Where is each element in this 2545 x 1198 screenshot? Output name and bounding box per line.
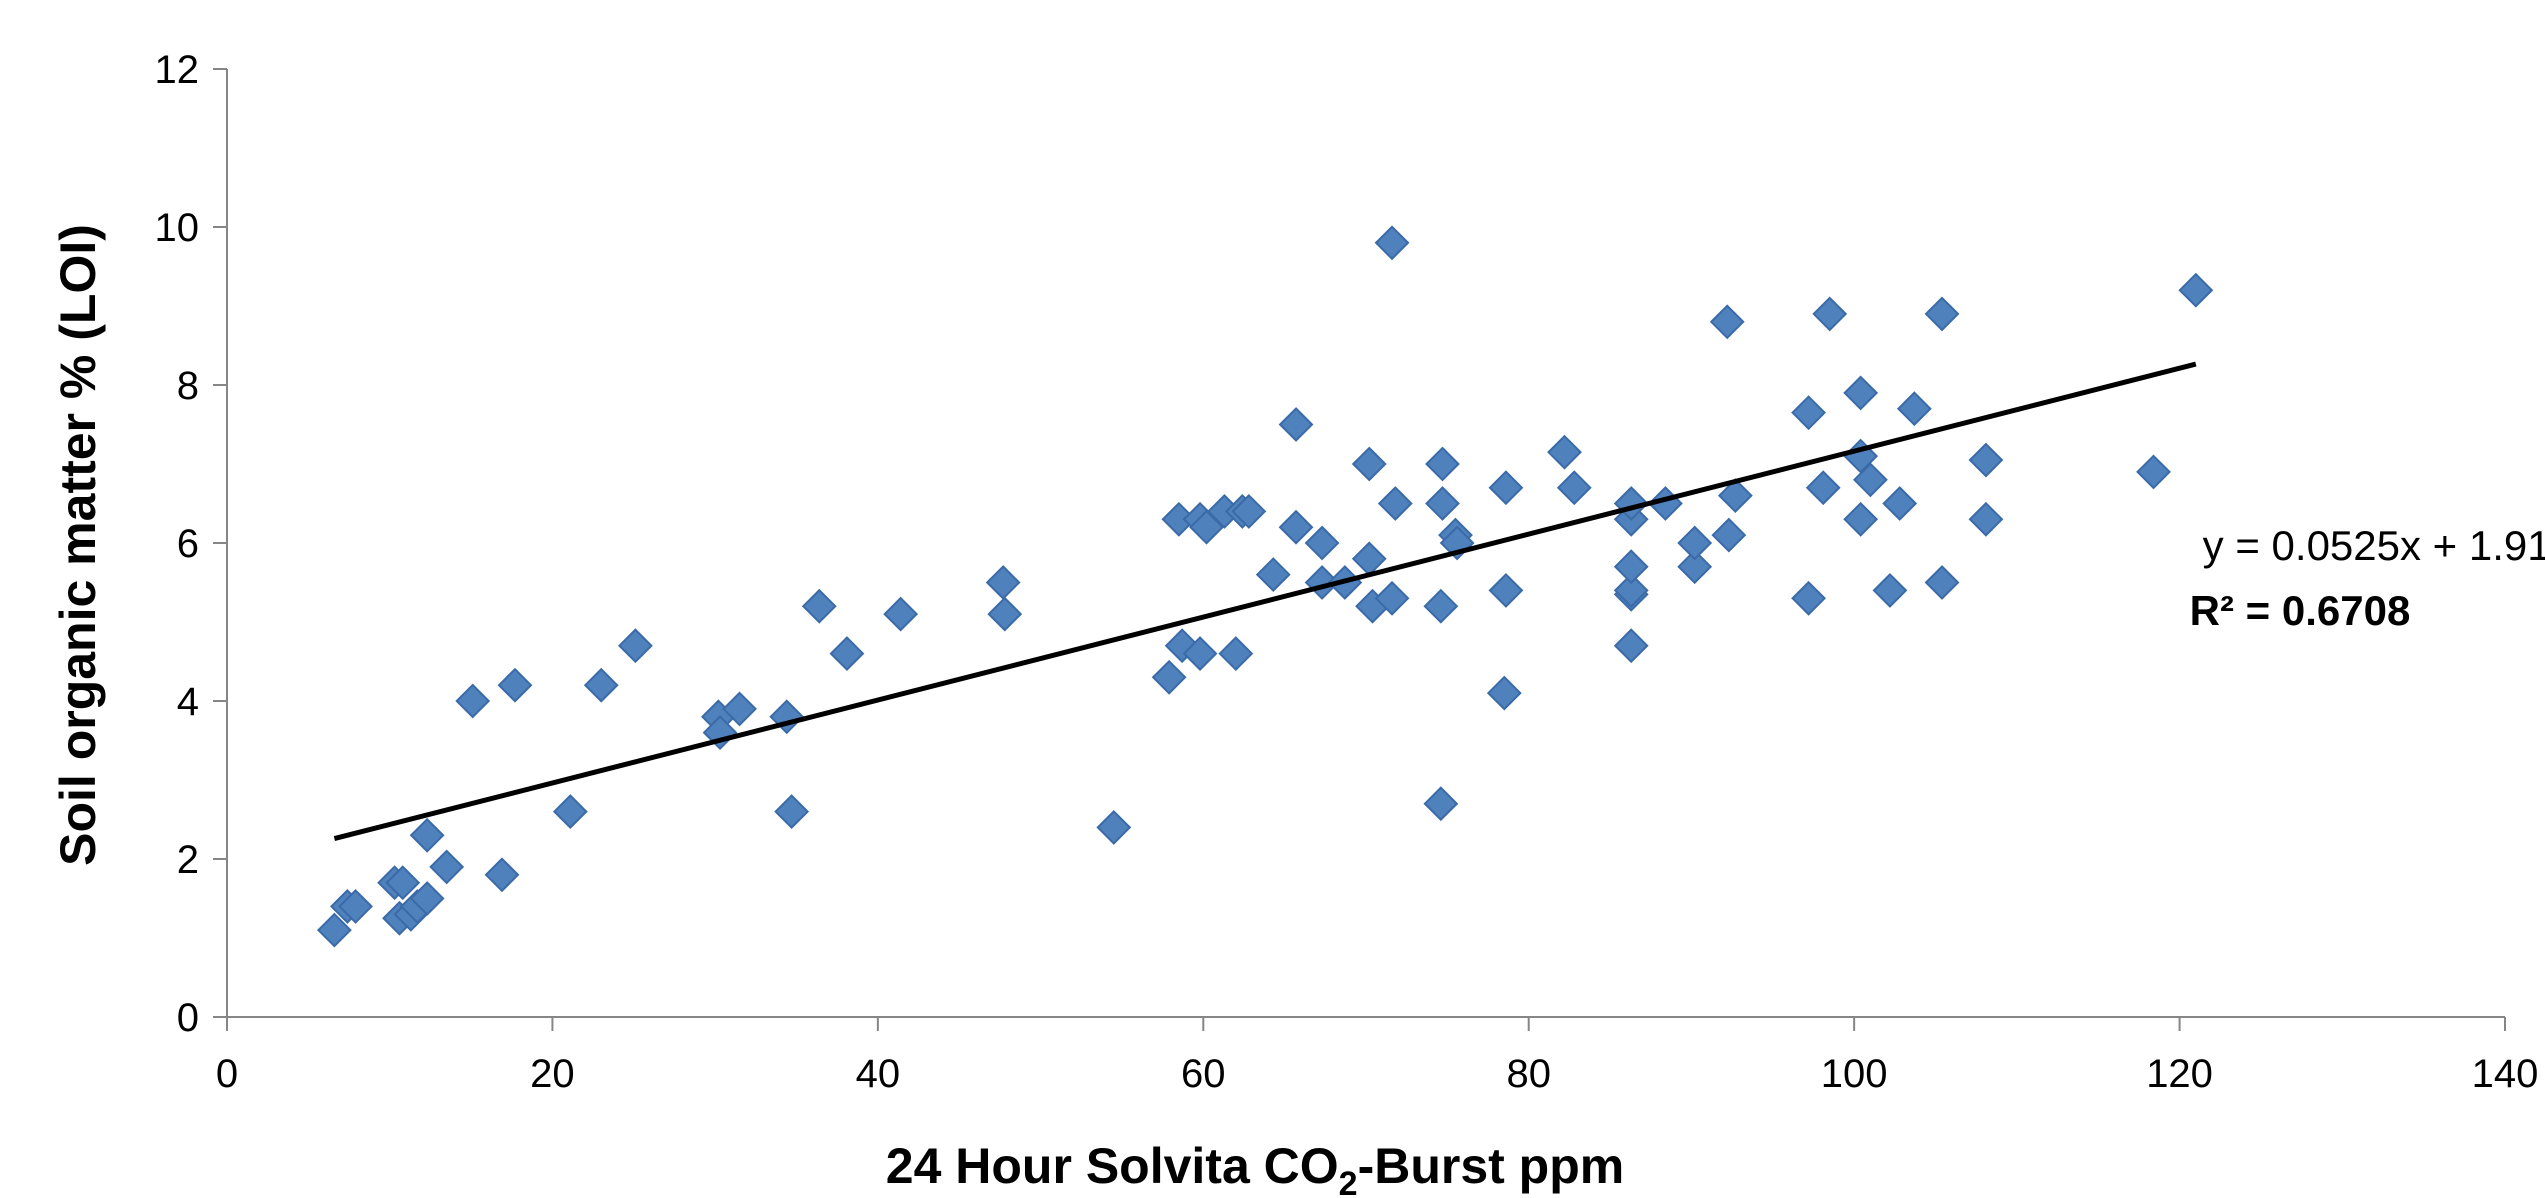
data-point	[316, 912, 352, 948]
data-point	[1351, 446, 1387, 482]
data-point	[1613, 572, 1649, 608]
data-point	[1486, 675, 1522, 711]
data-point	[1425, 486, 1460, 521]
data-point	[1805, 470, 1841, 506]
data-point	[1968, 501, 2004, 537]
data-point	[583, 667, 619, 703]
trendline-equation: y = 0.0525x + 1.9126	[2203, 522, 2545, 569]
data-point	[1677, 549, 1713, 585]
data-point	[801, 588, 837, 624]
data-point	[409, 817, 445, 853]
data-point	[1182, 636, 1218, 672]
data-point	[1488, 470, 1524, 506]
x-tick-label: 60	[1181, 1052, 1226, 1096]
data-point	[1843, 375, 1879, 411]
data-point	[1613, 486, 1649, 521]
y-axis-title: Soil organic matter % (LOI)	[50, 224, 106, 866]
data-point	[1374, 580, 1410, 616]
data-point	[338, 888, 373, 924]
data-point	[1425, 446, 1460, 482]
data-point	[1896, 391, 1932, 427]
data-point	[455, 683, 491, 719]
x-tick-label: 40	[856, 1052, 901, 1096]
data-point	[2178, 272, 2214, 308]
data-point	[1791, 395, 1826, 431]
y-tick-label: 2	[177, 838, 199, 882]
data-point	[1304, 525, 1340, 561]
y-tick-label: 6	[177, 522, 199, 566]
x-tick-label: 120	[2146, 1052, 2213, 1096]
data-point	[484, 857, 520, 893]
data-point	[1423, 786, 1459, 822]
data-point	[722, 691, 757, 727]
x-tick-label: 80	[1506, 1052, 1551, 1096]
data-point	[1613, 628, 1649, 664]
data-point	[1677, 525, 1713, 561]
x-axis-title-subscript: 2	[1339, 1165, 1358, 1198]
data-point	[1231, 493, 1267, 529]
data-point	[1547, 434, 1582, 470]
data-point	[1278, 509, 1314, 545]
data-point	[1377, 486, 1413, 521]
trendline-group	[333, 361, 2197, 841]
trendline-r2: R² = 0.6708	[2190, 587, 2411, 634]
data-point	[1852, 462, 1888, 498]
y-tick-label: 8	[177, 364, 199, 408]
data-point	[429, 849, 465, 885]
data-point	[1924, 296, 1960, 332]
data-point	[1812, 296, 1848, 332]
data-point	[1717, 478, 1753, 514]
data-point	[1882, 486, 1918, 521]
data-point	[883, 596, 919, 632]
x-tick-label: 100	[1821, 1052, 1888, 1096]
data-point	[1189, 509, 1224, 545]
data-point	[1374, 225, 1410, 261]
axes	[213, 68, 2506, 1031]
data-point	[1872, 572, 1908, 608]
data-point	[385, 865, 421, 901]
data-point	[552, 794, 588, 830]
data-point	[1711, 517, 1747, 553]
data-point	[409, 881, 445, 916]
data-point	[1709, 304, 1745, 340]
x-tick-label: 140	[2472, 1052, 2539, 1096]
data-point	[1968, 442, 2004, 478]
data-point	[1151, 659, 1187, 695]
x-axis-title-tail: -Burst ppm	[1358, 1138, 1625, 1194]
data-point	[1843, 501, 1879, 537]
y-tick-label: 0	[177, 996, 199, 1040]
data-points	[316, 225, 2214, 948]
data-point	[1924, 565, 1960, 600]
data-point	[497, 667, 533, 703]
y-tick-label: 4	[177, 680, 199, 724]
data-point	[985, 565, 1021, 600]
data-point	[1255, 557, 1291, 593]
data-point	[1488, 572, 1524, 608]
data-point	[617, 628, 653, 664]
data-point	[1613, 549, 1649, 585]
data-point	[1556, 470, 1592, 506]
data-point	[1278, 407, 1314, 442]
data-point	[1096, 809, 1132, 845]
x-axis-title-main: 24 Hour Solvita CO	[886, 1138, 1339, 1194]
y-tick-label: 12	[155, 48, 200, 92]
data-point	[2136, 454, 2171, 490]
data-point	[774, 794, 810, 830]
data-point	[1218, 636, 1254, 672]
data-point	[829, 636, 865, 672]
x-tick-label: 20	[530, 1052, 575, 1096]
x-tick-label: 0	[216, 1052, 238, 1096]
x-axis-title: 24 Hour Solvita CO2-Burst ppm	[886, 1138, 1624, 1198]
data-point	[1423, 588, 1459, 624]
data-point	[987, 596, 1023, 632]
data-point	[769, 699, 805, 735]
trendline	[333, 361, 2197, 841]
data-point	[1791, 580, 1826, 616]
y-tick-label: 10	[155, 206, 200, 250]
